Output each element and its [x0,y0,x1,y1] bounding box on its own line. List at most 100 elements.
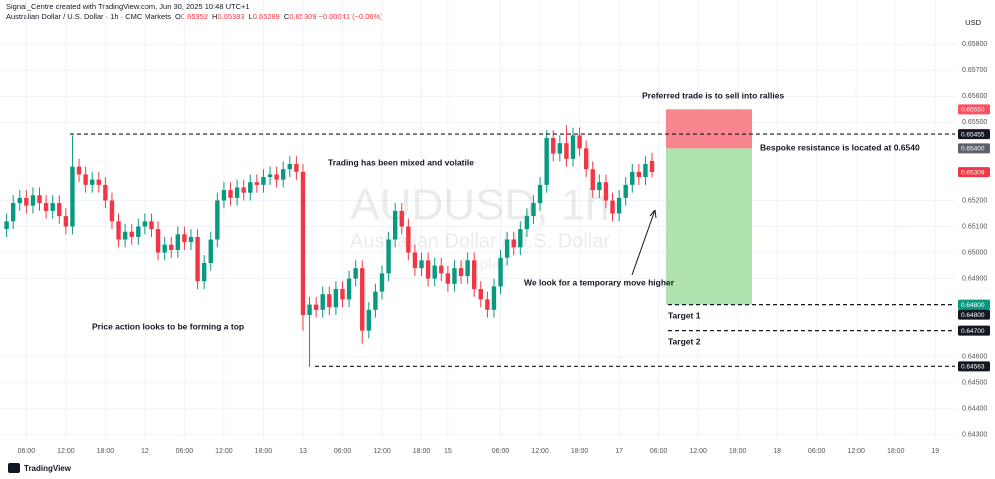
candle-body [636,171,642,178]
y-tick-label: 0.65000 [962,249,987,256]
candle-body [116,221,121,240]
candle-body [346,278,352,300]
arrow [631,209,656,276]
x-tick-label: 06:00 [808,448,826,455]
candle-body [70,166,75,227]
candle-body [478,288,483,300]
symbol: Australian Dollar / U.S. Dollar · 1h · C… [6,12,172,21]
y-tick-label: 0.64400 [962,406,987,413]
annotation: Price action looks to be forming a top [92,321,244,331]
candle-body [485,299,490,310]
price-label-box [958,361,990,372]
price-label-box [958,325,990,336]
y-tick-label: 0.64600 [962,354,987,361]
candle-body [518,229,523,248]
candle-body [37,195,42,204]
watermark-symbol: AUDUSD, 1h [350,181,609,230]
candle-body [201,262,207,282]
candle-body [307,304,312,316]
candle-body [90,179,95,185]
ohlc-value: 0.65289 [252,12,280,21]
candle-body [544,137,549,185]
target-zone [666,148,752,305]
candle-body [649,160,655,173]
candle-body [129,231,134,237]
annotation: Preferred trade is to sell into rallies [642,90,784,100]
candle-body [340,288,345,300]
arrow-head [649,209,657,219]
price-label-box [958,104,990,115]
x-tick-label: 13 [299,448,307,455]
candle-body [195,236,200,282]
y-tick-label: 0.65200 [962,197,987,204]
candle-body [597,182,602,191]
candle-body [254,182,260,185]
candle-body [215,200,220,240]
candle-body [373,291,378,310]
candle-body [228,190,233,198]
candle-body [386,239,391,274]
price-label: 0.65455 [961,131,985,138]
stop-zone [666,109,752,149]
x-tick-label: 19 [931,448,939,455]
candle-body [162,244,167,253]
candle-body [83,174,88,185]
annotation: We look for a temporary move higher [524,277,675,287]
ohlc-key: L [248,12,253,21]
price-label-box [958,309,990,320]
annotation: Target 2 [668,336,701,346]
candle-body [465,260,470,276]
candle-body [603,182,609,201]
x-tick-label: 18:00 [887,448,905,455]
candle-body [274,174,279,180]
candle-body [136,226,141,237]
annotation: Trading has been mixed and volatile [328,157,474,167]
candle-body [327,294,332,308]
candle-body [524,216,530,230]
candle-body [557,143,563,154]
price-label: 0.64800 [961,302,985,309]
candle-body [175,234,181,250]
candle-body [261,177,266,185]
price-label: 0.64700 [961,328,985,335]
x-tick-label: 15 [444,448,452,455]
candle-body [610,200,615,214]
candle-body [432,265,437,279]
candle-body [169,244,174,250]
candle-body [287,164,292,170]
x-tick-label: 06:00 [492,448,510,455]
candle-body [439,265,444,274]
candle-body [17,197,22,204]
candle-body [234,187,240,198]
candle-body [30,195,36,206]
candle-body [50,203,55,211]
price-label: 0.65400 [961,146,985,153]
x-tick-label: 17 [615,448,623,455]
y-tick-label: 0.64300 [962,432,987,439]
candle-body [103,184,108,201]
currency: USD [965,18,981,27]
y-tick-label: 0.65700 [962,67,987,74]
y-tick-label: 0.65100 [962,223,987,230]
candle-body [412,252,418,269]
candle-body [333,288,339,308]
y-tick-label: 0.65600 [962,93,987,100]
candle-body [320,294,325,310]
ohlc-value: 0.65352 [180,12,209,21]
candle-body [392,210,398,240]
candle-body [531,203,536,217]
x-tick-label: 18:00 [729,448,747,455]
y-tick-label: 0.64900 [962,275,987,282]
candle-body [353,268,358,279]
candle-body [491,286,497,310]
price-label: 0.64563 [961,364,985,371]
ohlc-key: H [212,12,218,21]
candle-body [458,268,464,276]
x-tick-label: 18:00 [97,448,115,455]
y-tick-label: 0.65800 [962,41,987,48]
candle-body [643,164,648,178]
ohlc-key: O [175,12,181,21]
candle-body [419,260,424,269]
candle-body [504,239,510,258]
